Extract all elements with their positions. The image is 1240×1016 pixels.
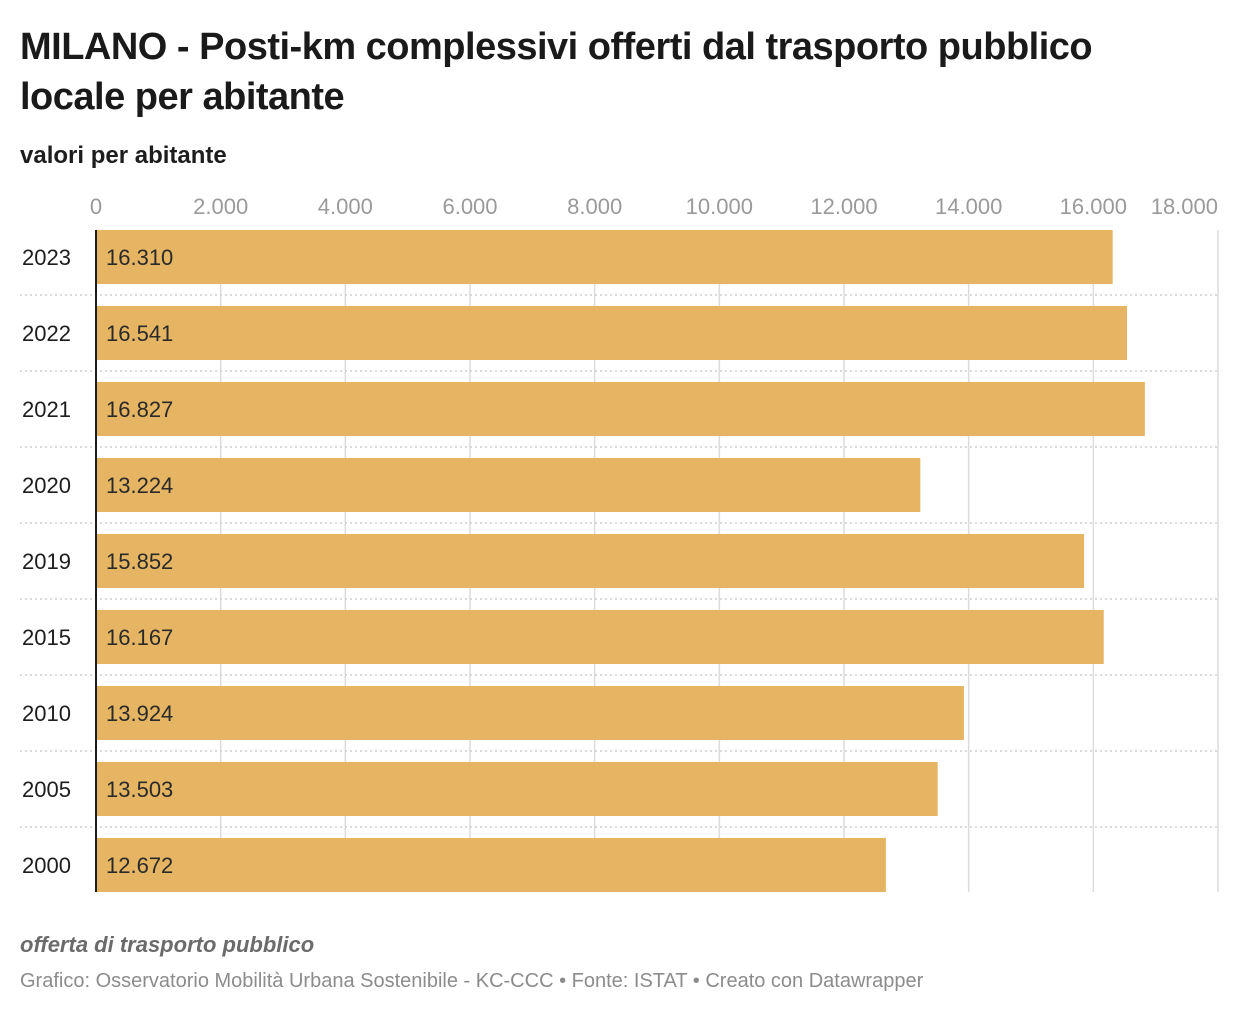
x-tick-label: 14.000 xyxy=(935,194,1002,219)
x-tick-label: 6.000 xyxy=(442,194,497,219)
category-label: 2021 xyxy=(22,397,71,422)
source-credit: Grafico: Osservatorio Mobilità Urbana So… xyxy=(20,970,924,992)
x-tick-label: 18.000 xyxy=(1151,194,1218,219)
bar xyxy=(96,230,1113,284)
value-label: 13.503 xyxy=(106,777,173,802)
bar xyxy=(96,534,1085,588)
category-label: 2020 xyxy=(22,473,71,498)
bar-chart: 0 2.000 4.000 6.000 8.000 10.000 12.000 14.000 1… xyxy=(20,194,1219,892)
chart-title: MILANO - Posti-km complessivi offerti da… xyxy=(20,26,1093,118)
bar xyxy=(96,762,938,816)
x-tick-label: 4.000 xyxy=(318,194,373,219)
x-tick-label: 12.000 xyxy=(810,194,877,219)
value-label: 12.672 xyxy=(106,853,173,878)
category-label: 2015 xyxy=(22,625,71,650)
chart-subtitle: valori per abitante xyxy=(20,142,227,169)
bar xyxy=(96,686,964,740)
bar xyxy=(96,382,1145,436)
value-label: 16.310 xyxy=(106,245,173,270)
x-tick-label: 10.000 xyxy=(686,194,753,219)
category-label: 2022 xyxy=(22,321,71,346)
x-tick-label: 2.000 xyxy=(193,194,248,219)
bar xyxy=(96,838,886,892)
category-label: 2010 xyxy=(22,701,71,726)
x-tick-label: 8.000 xyxy=(567,194,622,219)
bar xyxy=(96,610,1104,664)
bars xyxy=(96,230,1145,892)
value-label: 15.852 xyxy=(106,549,173,574)
bar xyxy=(96,458,921,512)
x-axis-ticks: 0 2.000 4.000 6.000 8.000 10.000 12.000 14.000 1… xyxy=(90,194,1218,219)
x-tick-label: 0 xyxy=(90,194,102,219)
bar xyxy=(96,306,1128,360)
value-label: 16.167 xyxy=(106,625,173,650)
x-tick-label: 16.000 xyxy=(1060,194,1127,219)
category-label: 2019 xyxy=(22,549,71,574)
value-label: 13.924 xyxy=(106,701,173,726)
category-label: 2000 xyxy=(22,853,71,878)
category-label: 2023 xyxy=(22,245,71,270)
category-label: 2005 xyxy=(22,777,71,802)
value-label: 13.224 xyxy=(106,473,173,498)
value-label: 16.827 xyxy=(106,397,173,422)
chart-caption: offerta di trasporto pubblico xyxy=(20,932,315,957)
labels: 2023 16.310 2022 16.541 2021 16.827 2020 13.224… xyxy=(22,245,173,878)
value-label: 16.541 xyxy=(106,321,173,346)
